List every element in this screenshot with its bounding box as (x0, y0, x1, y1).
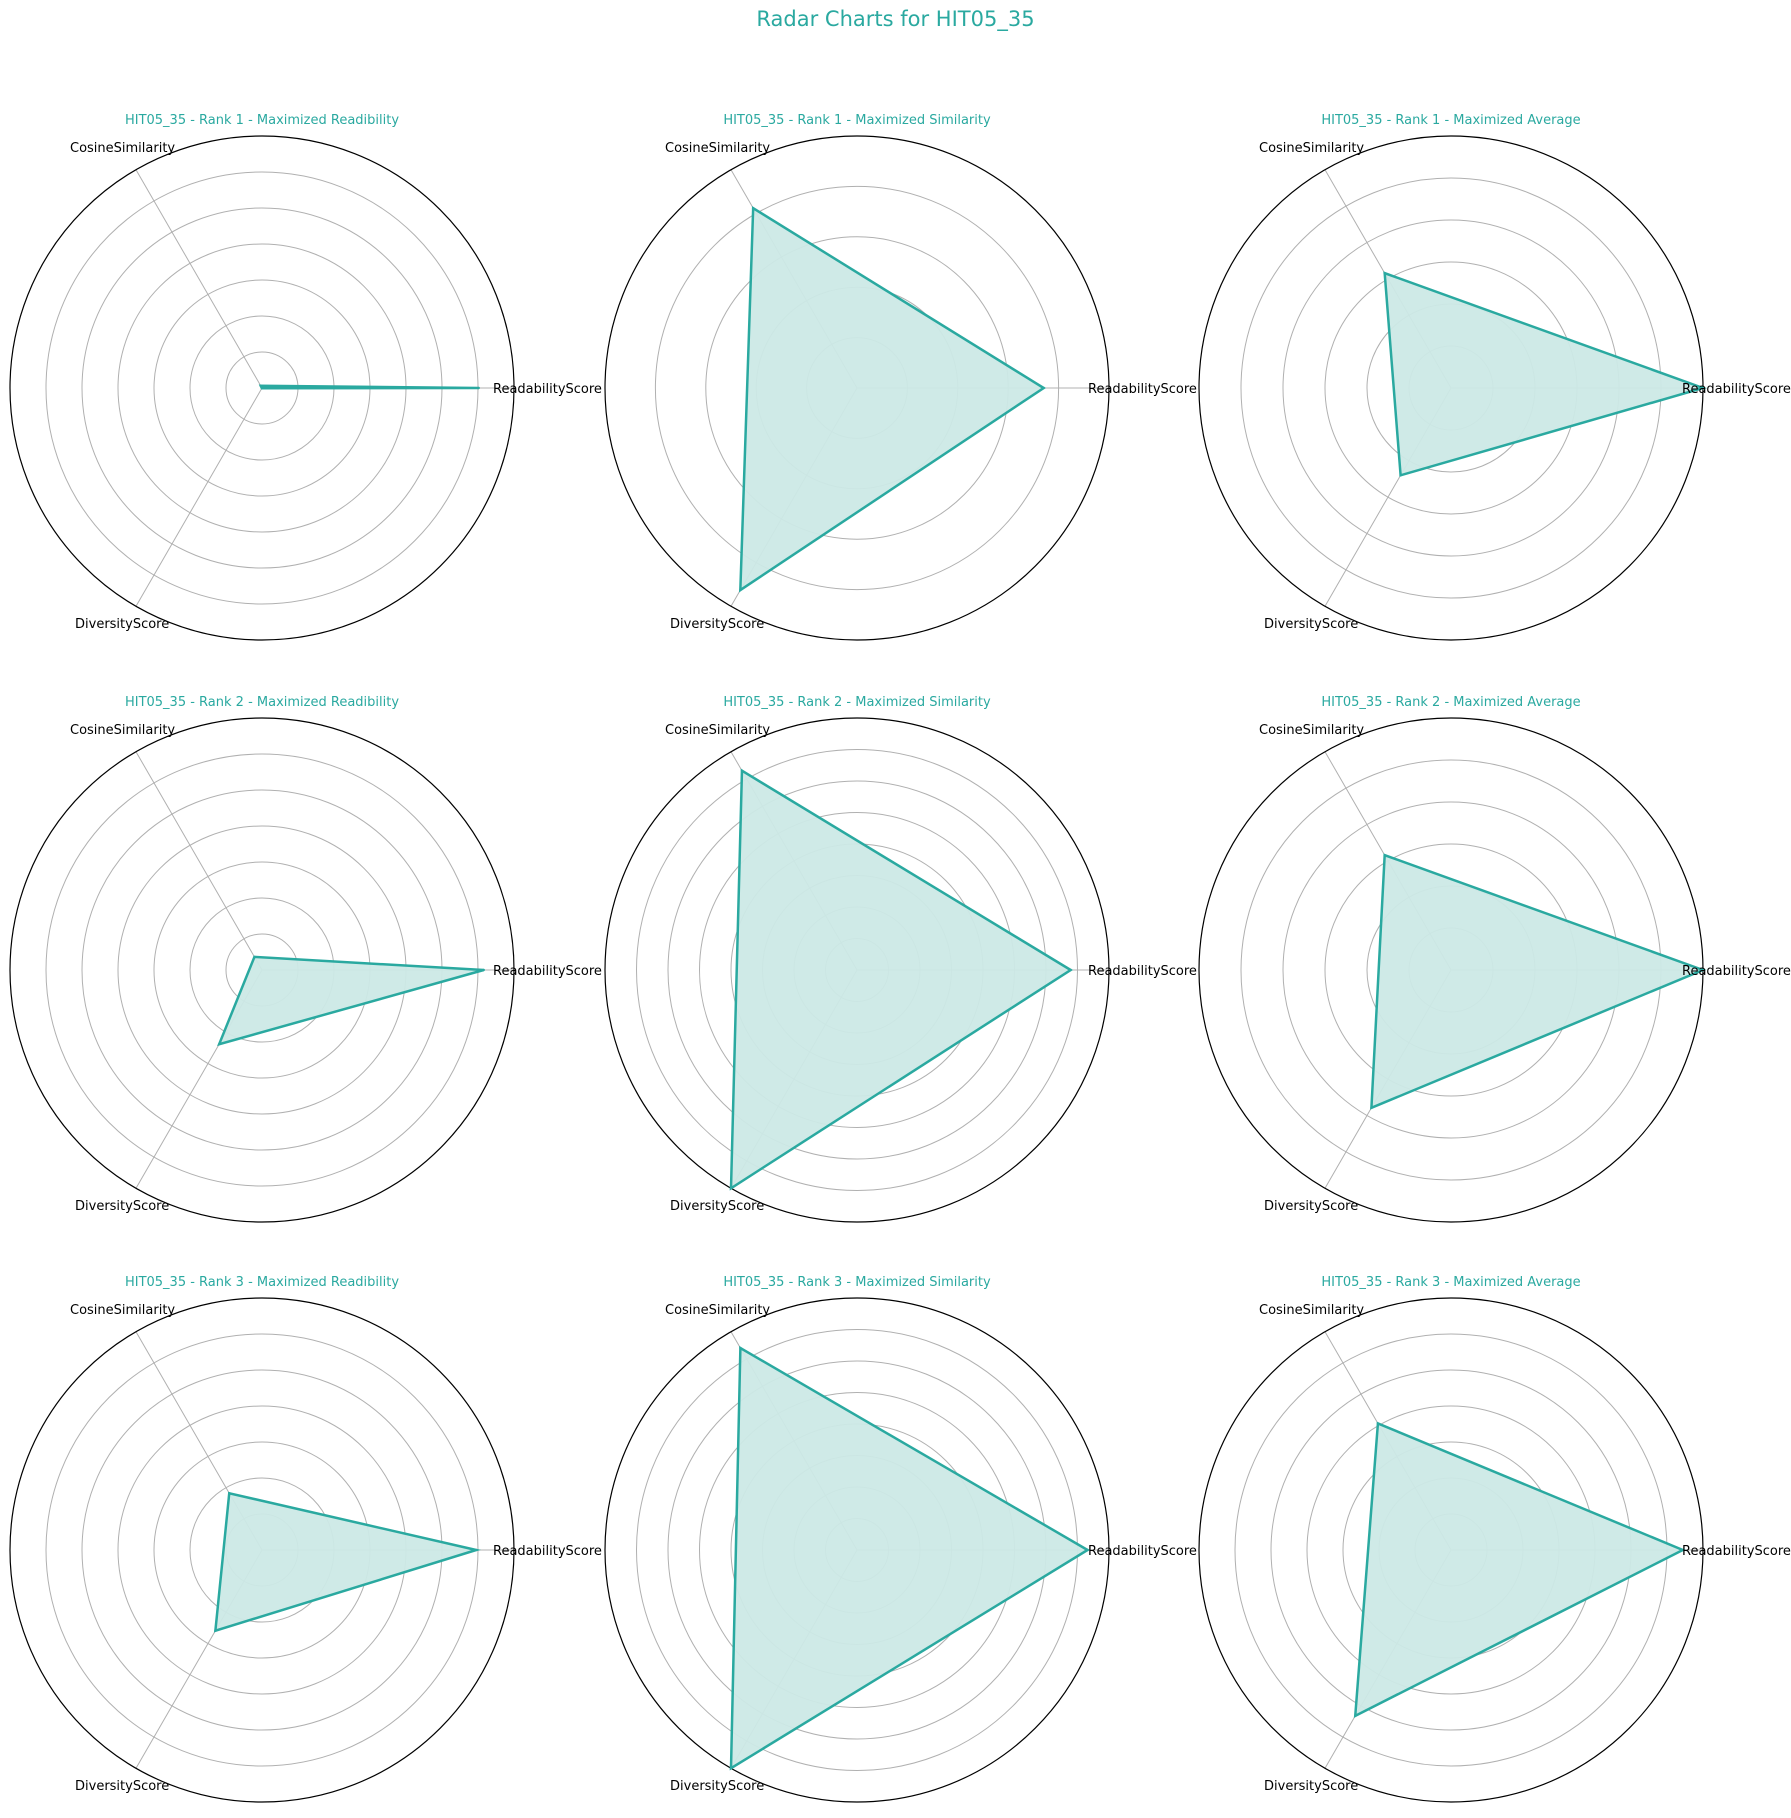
axis-label-diversityscore: DiversityScore (1264, 617, 1358, 632)
data-point-diversityscore (1399, 474, 1402, 477)
spoke-line (135, 169, 263, 389)
subplot-title: HIT05_35 - Rank 2 - Maximized Readibilit… (125, 695, 399, 710)
data-point-cosinesimilarity (253, 955, 256, 959)
radar-chart-5: ReadabilityScore CosineSimilarity Diversit… (604, 695, 1197, 1223)
data-point-cosinesimilarity (1383, 271, 1386, 275)
outer-frame (604, 135, 1110, 641)
data-point-readabilityscore (1681, 1548, 1685, 1552)
figure-title: Radar Charts for HIT05_35 (756, 7, 1034, 32)
axis-label-readabilityscore: ReadabilityScore (1088, 382, 1197, 397)
subplot-title: HIT05_35 - Rank 3 - Maximized Similarity (723, 1275, 991, 1290)
axis-label-diversityscore: DiversityScore (75, 1779, 169, 1794)
axis-label-readabilityscore: ReadabilityScore (1682, 964, 1791, 979)
subplot-title: HIT05_35 - Rank 1 - Maximized Average (1321, 113, 1580, 128)
data-point-cosinesimilarity (259, 384, 262, 388)
radar-chart-9: ReadabilityScore CosineSimilarity Diversit… (1198, 1275, 1791, 1803)
data-point-diversityscore (260, 387, 264, 390)
axis-label-readabilityscore: ReadabilityScore (493, 382, 602, 397)
spoke-line (135, 387, 263, 607)
data-point-cosinesimilarity (1383, 853, 1386, 857)
axis-label-readabilityscore: ReadabilityScore (493, 964, 602, 979)
data-polygon (1383, 271, 1708, 477)
axis-label-cosinesimilarity: CosineSimilarity (1259, 1303, 1364, 1318)
axis-label-diversityscore: DiversityScore (670, 617, 764, 632)
axis-label-diversityscore: DiversityScore (75, 617, 169, 632)
axis-label-readabilityscore: ReadabilityScore (1088, 1544, 1197, 1559)
axis-label-cosinesimilarity: CosineSimilarity (665, 1303, 770, 1318)
outer-frame (9, 135, 515, 641)
data-point-readabilityscore (1701, 386, 1705, 390)
radar-chart-4: ReadabilityScore CosineSimilarity Diversit… (9, 695, 602, 1223)
data-point-readabilityscore (482, 968, 485, 972)
data-point-cosinesimilarity (740, 769, 744, 772)
radar-chart-1: ReadabilityScore CosineSimilarity Diversit… (9, 113, 602, 641)
axis-label-readabilityscore: ReadabilityScore (1088, 964, 1197, 979)
data-polygon (217, 955, 485, 1047)
axis-label-readabilityscore: ReadabilityScore (493, 1544, 602, 1559)
subplot-title: HIT05_35 - Rank 1 - Maximized Readibilit… (125, 113, 399, 128)
data-polygon (729, 768, 1074, 1191)
data-polygon (729, 1345, 1090, 1771)
charts-grid: ReadabilityScore CosineSimilarity Diversit… (9, 113, 1791, 1803)
axis-label-cosinesimilarity: CosineSimilarity (665, 723, 770, 738)
axis-label-diversityscore: DiversityScore (75, 1199, 169, 1214)
subplot-title: HIT05_35 - Rank 2 - Maximized Average (1321, 695, 1580, 710)
data-point-cosinesimilarity (1376, 1422, 1380, 1425)
axis-label-cosinesimilarity: CosineSimilarity (665, 141, 770, 156)
data-polygon (258, 384, 479, 390)
data-point-readabilityscore (475, 1548, 478, 1552)
subplot-title: HIT05_35 - Rank 3 - Maximized Average (1321, 1275, 1580, 1290)
radar-chart-7: ReadabilityScore CosineSimilarity Diversit… (9, 1275, 602, 1803)
axis-label-diversityscore: DiversityScore (1264, 1779, 1358, 1794)
axis-label-readabilityscore: ReadabilityScore (1682, 382, 1791, 397)
outer-frame (604, 717, 1110, 1223)
axis-label-cosinesimilarity: CosineSimilarity (70, 723, 175, 738)
data-point-cosinesimilarity (739, 1346, 742, 1350)
data-polygon (1370, 853, 1707, 1110)
data-point-diversityscore (1354, 1714, 1357, 1718)
axis-label-diversityscore: DiversityScore (670, 1199, 764, 1214)
data-point-readabilityscore (1069, 968, 1072, 972)
axis-label-cosinesimilarity: CosineSimilarity (70, 1303, 175, 1318)
axis-label-cosinesimilarity: CosineSimilarity (1259, 723, 1364, 738)
data-point-readabilityscore (1701, 968, 1705, 972)
radar-chart-3: ReadabilityScore CosineSimilarity Diversit… (1198, 113, 1791, 641)
data-point-diversityscore (1370, 1106, 1373, 1110)
data-point-diversityscore (217, 1043, 221, 1046)
outer-frame (604, 1297, 1110, 1803)
subplot-title: HIT05_35 - Rank 1 - Maximized Similarity (723, 113, 991, 128)
subplot-title: HIT05_35 - Rank 3 - Maximized Readibilit… (125, 1275, 399, 1290)
axis-label-readabilityscore: ReadabilityScore (1682, 1544, 1791, 1559)
axis-label-diversityscore: DiversityScore (670, 1779, 764, 1794)
data-polygon (738, 205, 1046, 593)
data-polygon (213, 1491, 482, 1633)
data-point-readabilityscore (1086, 1548, 1089, 1552)
data-point-diversityscore (729, 1767, 733, 1770)
data-point-cosinesimilarity (228, 1492, 231, 1495)
data-polygon (1353, 1421, 1686, 1718)
axis-label-cosinesimilarity: CosineSimilarity (70, 141, 175, 156)
data-point-diversityscore (739, 588, 742, 592)
radar-chart-8: ReadabilityScore CosineSimilarity Diversit… (604, 1275, 1197, 1803)
data-point-cosinesimilarity (751, 206, 755, 210)
data-point-readabilityscore (1042, 386, 1045, 390)
data-point-readabilityscore (477, 386, 480, 390)
axis-label-cosinesimilarity: CosineSimilarity (1259, 141, 1364, 156)
axis-label-diversityscore: DiversityScore (1264, 1199, 1358, 1214)
spoke-line (135, 751, 263, 971)
outer-frame (9, 717, 515, 1223)
data-point-diversityscore (214, 1629, 217, 1632)
radar-chart-2: ReadabilityScore CosineSimilarity Diversit… (604, 113, 1197, 641)
outer-frame (1198, 1297, 1704, 1803)
subplot-title: HIT05_35 - Rank 2 - Maximized Similarity (723, 695, 991, 710)
radar-chart-6: ReadabilityScore CosineSimilarity Diversit… (1198, 695, 1791, 1223)
outer-frame (9, 1297, 515, 1803)
data-point-diversityscore (729, 1187, 733, 1190)
